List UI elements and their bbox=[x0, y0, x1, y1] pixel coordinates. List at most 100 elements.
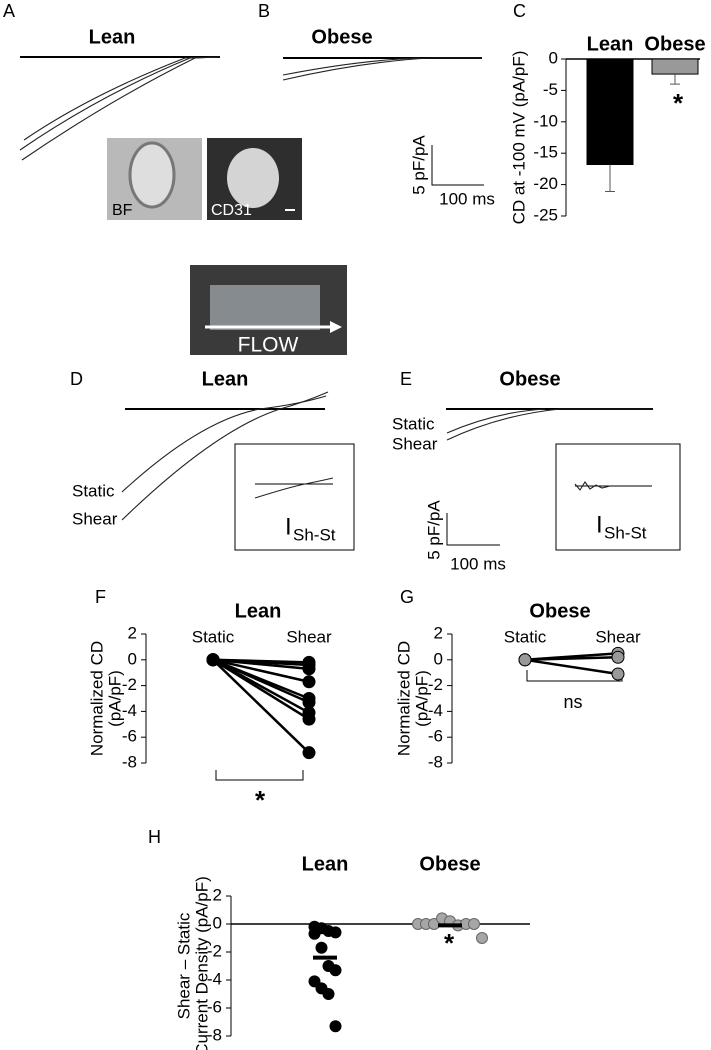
point bbox=[611, 650, 625, 664]
pair-line bbox=[212, 658, 310, 704]
point bbox=[329, 926, 342, 939]
y-tick-label: -4 bbox=[428, 701, 443, 720]
inset-symbol: I bbox=[596, 511, 603, 538]
category-label: Shear bbox=[286, 627, 332, 646]
chart-title: Lean bbox=[235, 600, 282, 622]
category-label: Lean bbox=[587, 33, 634, 55]
y-tick-label: -8 bbox=[122, 752, 137, 771]
y-tick-label: -4 bbox=[122, 701, 137, 720]
trace bbox=[21, 56, 221, 161]
y-tick-label: 2 bbox=[213, 885, 222, 904]
trace bbox=[19, 56, 221, 151]
image-label: BF bbox=[112, 202, 133, 219]
y-axis-label: Normalized CD bbox=[394, 641, 413, 756]
point bbox=[476, 932, 488, 944]
y-tick-label: -6 bbox=[207, 997, 222, 1016]
panel-title: Obese bbox=[499, 368, 560, 390]
trace bbox=[254, 477, 334, 499]
y-tick-label: -20 bbox=[533, 174, 558, 193]
y-tick-label: 2 bbox=[434, 623, 443, 642]
pair-line bbox=[212, 658, 310, 721]
y-axis-label: (pA/pF) bbox=[105, 670, 124, 727]
point bbox=[206, 653, 220, 667]
y-axis-label: CD at -100 mV (pA/pF) bbox=[509, 51, 528, 225]
panel-letter: D bbox=[70, 369, 83, 389]
pair-line bbox=[524, 655, 619, 662]
scale-label: 5 pF/pA bbox=[409, 135, 428, 195]
cell bbox=[227, 148, 279, 208]
trace-label: Shear bbox=[392, 434, 438, 453]
y-axis-label: Current Density (pA/pF) bbox=[192, 876, 211, 1050]
arrow-head bbox=[330, 321, 342, 333]
point bbox=[611, 667, 625, 681]
category-label: Shear bbox=[595, 627, 641, 646]
scale-label: 100 ms bbox=[450, 554, 506, 573]
y-tick-label: -2 bbox=[428, 675, 443, 694]
scale-label: 100 ms bbox=[439, 189, 495, 208]
flow-label: FLOW bbox=[238, 334, 299, 357]
pair-line bbox=[212, 658, 310, 671]
cell bbox=[128, 141, 176, 209]
trace bbox=[574, 481, 611, 491]
y-tick-label: 0 bbox=[128, 649, 137, 668]
point bbox=[518, 653, 532, 667]
y-tick-label: -10 bbox=[533, 111, 558, 130]
panel-title: Obese bbox=[311, 26, 372, 48]
trace-label: Static bbox=[72, 481, 115, 500]
y-tick-label: 0 bbox=[434, 649, 443, 668]
panel-letter: F bbox=[95, 587, 106, 607]
category-label: Obese bbox=[644, 33, 705, 55]
category-label: Static bbox=[192, 627, 235, 646]
y-tick-label: -2 bbox=[207, 941, 222, 960]
y-tick-label: -15 bbox=[533, 143, 558, 162]
panel-title: Lean bbox=[202, 368, 249, 390]
trace bbox=[282, 57, 482, 81]
y-axis-label: Normalized CD bbox=[87, 641, 106, 756]
image-label: CD31 bbox=[211, 202, 252, 219]
annotation: * bbox=[255, 785, 266, 815]
bar bbox=[586, 58, 634, 166]
y-tick-label: -6 bbox=[122, 727, 137, 746]
annotation: ns bbox=[563, 692, 582, 712]
trace bbox=[446, 408, 653, 441]
y-tick-label: -4 bbox=[207, 969, 222, 988]
pair-line bbox=[524, 658, 619, 676]
inset-symbol: I bbox=[285, 513, 292, 540]
category-label: Obese bbox=[419, 853, 480, 875]
point bbox=[315, 941, 328, 954]
y-tick-label: 2 bbox=[128, 623, 137, 642]
scale-bar bbox=[446, 513, 500, 546]
trace bbox=[23, 56, 221, 141]
bar bbox=[651, 58, 699, 75]
point bbox=[329, 964, 342, 977]
significance-bracket bbox=[215, 770, 304, 781]
pair-line bbox=[212, 658, 310, 754]
trace bbox=[446, 408, 546, 434]
point bbox=[302, 662, 316, 676]
category-label: Static bbox=[504, 627, 547, 646]
y-tick-label: -8 bbox=[207, 1025, 222, 1044]
chart-title: Obese bbox=[529, 600, 590, 622]
point bbox=[302, 675, 316, 689]
y-tick-label: 0 bbox=[213, 913, 222, 932]
inset bbox=[555, 443, 681, 551]
y-tick-label: -5 bbox=[543, 80, 558, 99]
trace bbox=[282, 57, 421, 76]
trace bbox=[121, 391, 329, 521]
point bbox=[308, 927, 321, 940]
point bbox=[329, 1020, 342, 1033]
y-axis-label: Shear – Static bbox=[174, 912, 193, 1019]
pair-line bbox=[212, 658, 310, 683]
point bbox=[322, 988, 335, 1000]
panel-letter: A bbox=[3, 1, 15, 21]
inset-subscript: Sh-St bbox=[604, 523, 647, 542]
panel-letter: B bbox=[258, 1, 270, 21]
point bbox=[308, 975, 321, 988]
trace-label: Static bbox=[392, 414, 435, 433]
panel-title: Lean bbox=[89, 26, 136, 48]
panel-letter: H bbox=[148, 827, 161, 847]
scale-bar bbox=[431, 145, 484, 186]
scale-label: 5 pF/pA bbox=[424, 500, 443, 560]
annotation: * bbox=[444, 928, 455, 958]
